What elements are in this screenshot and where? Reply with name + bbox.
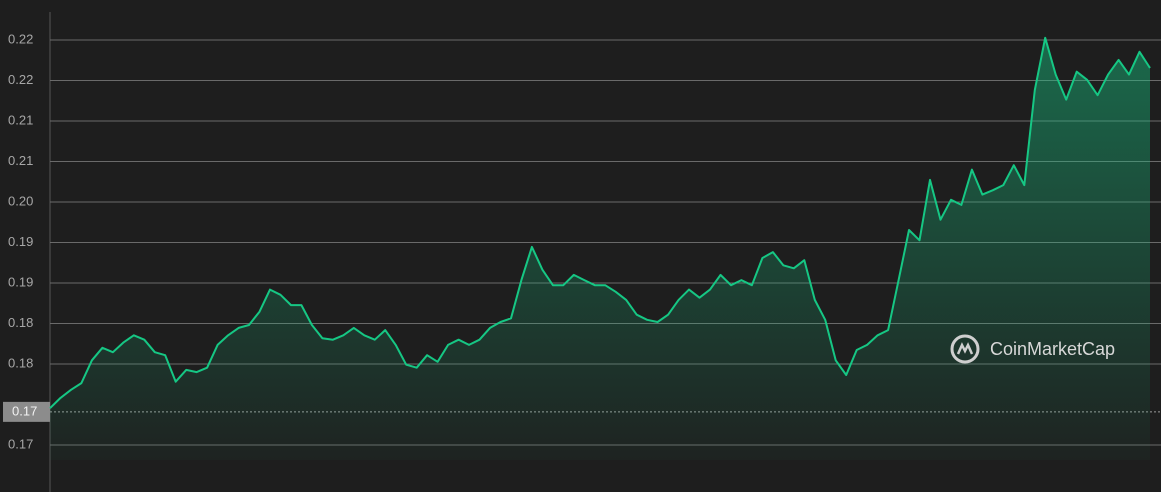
watermark: CoinMarketCap — [950, 334, 1115, 364]
y-tick-label: 0.18 — [8, 315, 33, 330]
y-tick-label: 0.18 — [8, 355, 33, 370]
y-tick-label: 0.19 — [8, 234, 33, 249]
watermark-logo — [950, 334, 980, 364]
watermark-logo-mark — [956, 342, 974, 355]
y-tick-label: 0.19 — [8, 274, 33, 289]
y-tick-label: 0.21 — [8, 153, 33, 168]
y-tick-label: 0.17 — [8, 436, 33, 451]
reference-label-box — [3, 401, 50, 422]
y-tick-label: 0.21 — [8, 112, 33, 127]
price-line — [49, 36, 1151, 409]
price-area — [50, 37, 1150, 461]
y-tick-label: 0.22 — [8, 72, 33, 87]
y-tick-label: 0.20 — [8, 193, 33, 208]
y-tick-label: 0.22 — [8, 31, 33, 46]
reference-label: 0.17 — [12, 403, 37, 418]
watermark-text: CoinMarketCap — [990, 339, 1115, 359]
